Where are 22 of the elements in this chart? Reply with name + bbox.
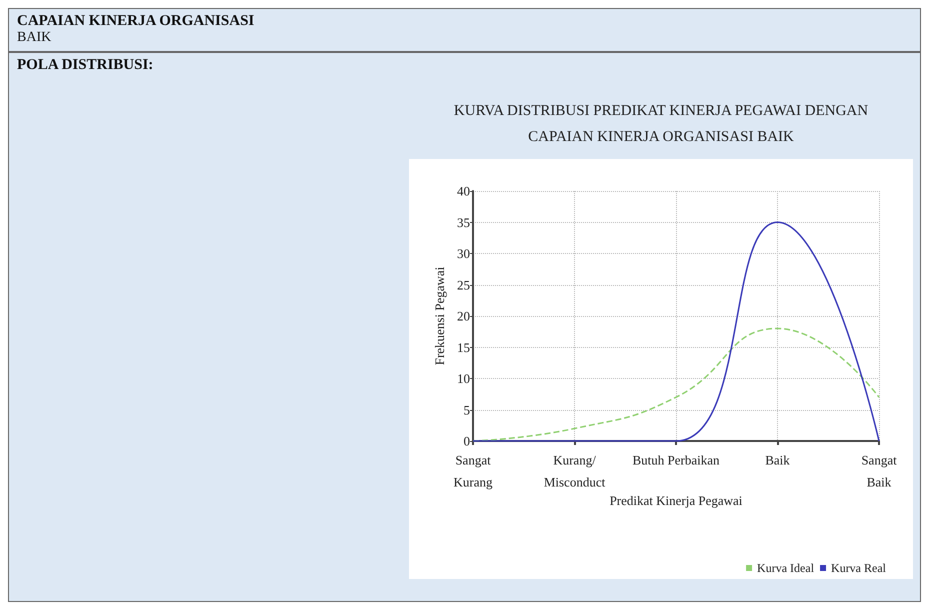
y-axis-title: Frekuensi Pegawai xyxy=(432,266,448,366)
x-tick-label: Butuh Perbaikan xyxy=(632,452,720,468)
x-tick-label: Kurang/ Misconduct xyxy=(544,452,606,490)
y-tick-label: 10 xyxy=(457,371,470,386)
y-tick-label: 0 xyxy=(464,434,470,448)
x-tick-label: Sangat Kurang xyxy=(454,452,493,490)
chart-title: KURVA DISTRIBUSI PREDIKAT KINERJA PEGAWAI DENGAN CAPAIAN KINERJA ORGANISASI BAIK xyxy=(454,103,868,145)
y-tick-label: 35 xyxy=(457,214,470,230)
x-axis-title: Predikat Kinerja Pegawai xyxy=(610,492,743,508)
text: POLA DISTRIBUSI: xyxy=(16,56,154,75)
y-tick-label: 25 xyxy=(457,277,470,292)
legend-label: Kurva Ideal xyxy=(757,561,815,575)
y-tick-label: 40 xyxy=(457,184,470,198)
y-tick-label: 5 xyxy=(464,402,470,418)
y-tick-label: 30 xyxy=(457,246,470,261)
legend-label: Kurva Real xyxy=(831,561,887,575)
text: CAPAIAN KINERJA ORGANISASI xyxy=(17,13,256,30)
text: BAIK xyxy=(17,30,52,46)
x-tick-label: Sangat Baik xyxy=(861,452,898,490)
x-tick-label: Baik xyxy=(765,452,790,468)
y-tick-label: 15 xyxy=(457,340,470,355)
y-tick-label: 20 xyxy=(457,308,470,324)
